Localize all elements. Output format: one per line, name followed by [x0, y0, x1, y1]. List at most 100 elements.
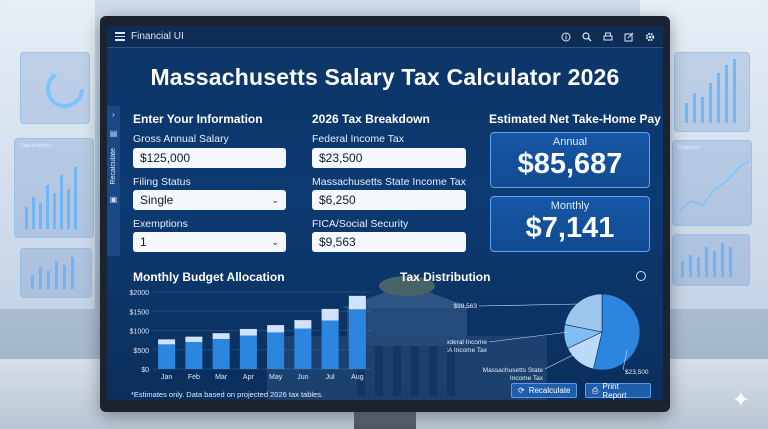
monthly-label: Monthly: [550, 200, 590, 212]
monthly-value: $7,141: [525, 212, 615, 244]
clipboard-icon[interactable]: ▣: [109, 194, 118, 204]
bg-panel-label-right: Projection: [678, 145, 701, 151]
x-tick-label: Apr: [243, 374, 255, 381]
print-report-button-label: Print Report: [602, 381, 627, 400]
bg-panel-projection: Projection: [672, 140, 752, 226]
chevron-down-icon: ⌄: [271, 236, 279, 247]
pie-slice-label: Massachusetts State Income Tax: [483, 367, 544, 380]
search-icon[interactable]: [582, 31, 592, 42]
inputs-heading: Enter Your Information: [133, 112, 263, 126]
bg-panel-analytics: Data Analytics: [14, 138, 94, 238]
bar-mar-s1: [212, 333, 230, 339]
bar-apr-s0: [239, 335, 257, 369]
print-icon[interactable]: [603, 32, 613, 42]
x-tick-label: Jun: [297, 374, 308, 381]
annual-net-card: Annual $85,687: [490, 132, 650, 188]
pie-slice-label: $23,500: [625, 369, 649, 376]
pie-leader-line: [622, 349, 628, 371]
monitor-stand: [354, 410, 416, 429]
federal-tax-field: $23,500: [312, 148, 466, 168]
exemptions-select[interactable]: 1 ⌄: [133, 232, 286, 252]
salary-label: Gross Annual Salary: [133, 133, 229, 145]
bar-feb-s1: [185, 336, 203, 343]
state-tax-field: $6,250: [312, 190, 466, 210]
fica-label: FICA/Social Security: [312, 218, 409, 230]
filing-status-label: Filing Status: [133, 176, 191, 188]
salary-input[interactable]: $125,000: [133, 148, 286, 168]
external-link-icon[interactable]: [624, 32, 634, 42]
tax-distribution-title: Tax Distribution: [400, 270, 491, 284]
exemptions-label: Exemptions: [133, 218, 188, 230]
bar-jul-s1: [321, 308, 339, 321]
bg-panel-right-top: [674, 52, 750, 132]
bar-feb-s0: [185, 342, 203, 369]
bar-apr-s1: [239, 328, 257, 336]
filing-status-select[interactable]: Single ⌄: [133, 190, 286, 210]
print-icon-rail[interactable]: ▤: [109, 129, 118, 138]
state-house-background: [267, 276, 547, 400]
bar-jan-s1: [158, 339, 176, 345]
bg-panel-label: Data Analytics: [20, 143, 52, 149]
rail-recalculate-label[interactable]: Recalculate: [110, 148, 117, 185]
y-tick-label: $2000: [130, 290, 150, 297]
federal-tax-value: $23,500: [319, 151, 363, 165]
pie-slice-3: [564, 293, 603, 333]
annual-value: $85,687: [517, 148, 623, 180]
y-tick-label: $1000: [130, 329, 150, 336]
bg-panel-donut: [20, 52, 90, 124]
breakdown-heading: 2026 Tax Breakdown: [312, 112, 430, 126]
office-window-left: [0, 0, 95, 309]
print-report-button[interactable]: ⎙ Print Report: [585, 381, 651, 400]
bg-panel-right-bottom: [672, 234, 750, 286]
salary-value: $125,000: [140, 151, 191, 165]
exemptions-value: 1: [140, 235, 147, 249]
net-pay-heading: Estimated Net Take-Home Pay: [489, 112, 661, 126]
budget-chart-title: Monthly Budget Allocation: [133, 270, 285, 284]
x-tick-label: Aug: [351, 374, 364, 381]
gear-icon[interactable]: [645, 32, 655, 42]
bar-jun-s1: [294, 320, 312, 329]
annual-label: Annual: [552, 136, 588, 148]
info-icon[interactable]: [561, 32, 571, 42]
fica-field: $9,563: [312, 232, 466, 252]
chevron-down-icon: ⌄: [271, 194, 279, 205]
pie-slice-label: Federal IncomeFICA Income Tax: [447, 339, 488, 354]
recalculate-button-label: Recalculate: [528, 386, 571, 395]
x-tick-label: Jan: [161, 374, 172, 381]
menu-icon[interactable]: [115, 32, 125, 41]
side-rail: › ▤ Recalculate ▣: [107, 106, 120, 256]
refresh-chart-icon[interactable]: [636, 271, 646, 281]
page-title: Massachusetts Salary Tax Calculator 2026: [150, 64, 620, 90]
y-tick-label: $1500: [130, 309, 150, 316]
refresh-icon: ⟳: [518, 386, 525, 395]
y-tick-label: $500: [133, 348, 149, 355]
x-tick-label: Jul: [326, 374, 335, 381]
state-tax-value: $6,250: [319, 193, 356, 207]
app-screen: Financial UI Massachusetts Sala: [107, 26, 663, 400]
budget-bar-chart: $0 $500 $1000 $1500 $2000 Jan Feb Mar Apr May Jun J…: [130, 290, 371, 381]
bar-may-s0: [267, 332, 285, 369]
recalculate-button[interactable]: ⟳ Recalculate: [511, 383, 577, 398]
y-tick-label: $0: [141, 367, 149, 374]
state-tax-label: Massachusetts State Income Tax: [312, 176, 466, 188]
federal-tax-label: Federal Income Tax: [312, 133, 405, 145]
pie-leader-line: [544, 353, 576, 370]
bar-jul-s0: [321, 320, 339, 369]
x-tick-label: Mar: [215, 374, 228, 381]
print-icon-btn: ⎙: [592, 385, 599, 395]
chevron-right-icon[interactable]: ›: [112, 110, 115, 119]
bar-aug-s0: [348, 309, 366, 369]
monthly-net-card: Monthly $7,141: [490, 196, 650, 252]
disclaimer-note: *Estimates only. Data based on projected…: [131, 390, 324, 399]
pie-slice-0: [593, 293, 641, 371]
bar-jun-s0: [294, 328, 312, 369]
bar-aug-s1: [348, 295, 366, 310]
bar-jan-s0: [158, 344, 176, 369]
app-name: Financial UI: [131, 31, 184, 42]
pie-slice-label: $99,563: [454, 303, 478, 310]
x-tick-label: Feb: [188, 374, 200, 381]
bg-panel-bars: [20, 248, 92, 298]
monitor: Financial UI Massachusetts Sala: [100, 16, 670, 412]
pie-leader-line: [478, 303, 580, 307]
